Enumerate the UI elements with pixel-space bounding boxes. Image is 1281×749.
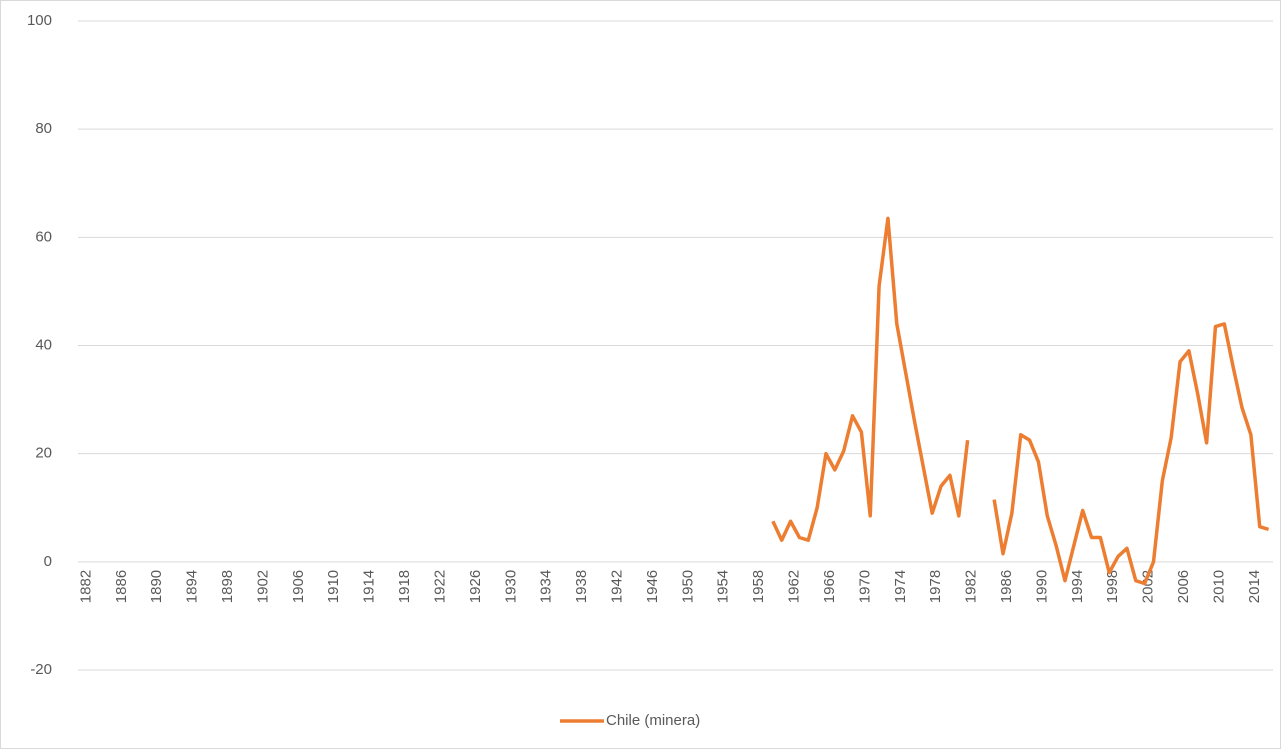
x-tick-label: 2014 (1246, 570, 1263, 603)
legend-label: Chile (minera) (606, 712, 700, 729)
x-tick-label: 1898 (219, 570, 236, 603)
y-tick-label: 40 (35, 336, 52, 353)
x-tick-label: 1974 (892, 570, 909, 603)
x-tick-label: 1930 (502, 570, 519, 603)
y-tick-label: 80 (35, 120, 52, 137)
x-tick-label: 1986 (998, 570, 1015, 603)
x-tick-label: 1990 (1033, 570, 1050, 603)
x-tick-label: 1938 (573, 570, 590, 603)
x-tick-label: 1982 (963, 570, 980, 603)
y-tick-label: 60 (35, 228, 52, 245)
x-tick-label: 1962 (786, 570, 803, 603)
x-tick-label: 1914 (361, 570, 378, 603)
y-tick-label: -20 (30, 661, 52, 678)
x-tick-label: 1906 (290, 570, 307, 603)
y-tick-label: 0 (44, 553, 52, 570)
x-tick-label: 1894 (184, 570, 201, 603)
y-tick-label: 20 (35, 445, 52, 462)
x-tick-label: 1970 (856, 570, 873, 603)
x-tick-label: 1882 (77, 570, 94, 603)
x-tick-label: 1946 (644, 570, 661, 603)
x-tick-label: 1934 (538, 570, 555, 603)
x-tick-label: 1950 (679, 570, 696, 603)
y-tick-label: 100 (27, 12, 52, 29)
x-tick-label: 1910 (325, 570, 342, 603)
x-tick-label: 2006 (1175, 570, 1192, 603)
x-tick-label: 2010 (1210, 570, 1227, 603)
x-tick-label: 1958 (750, 570, 767, 603)
x-tick-label: 1926 (467, 570, 484, 603)
x-tick-label: 1994 (1069, 570, 1086, 603)
x-tick-label: 1890 (148, 570, 165, 603)
x-tick-label: 1966 (821, 570, 838, 603)
x-tick-label: 1942 (609, 570, 626, 603)
x-tick-label: 1978 (927, 570, 944, 603)
x-tick-label: 1902 (254, 570, 271, 603)
x-tick-label: 1922 (431, 570, 448, 603)
x-tick-label: 1918 (396, 570, 413, 603)
x-tick-label: 1998 (1104, 570, 1121, 603)
x-tick-label: 1886 (113, 570, 130, 603)
x-tick-label: 1954 (715, 570, 732, 603)
x-tick-label: 2002 (1140, 570, 1157, 603)
series-line (771, 216, 1270, 586)
